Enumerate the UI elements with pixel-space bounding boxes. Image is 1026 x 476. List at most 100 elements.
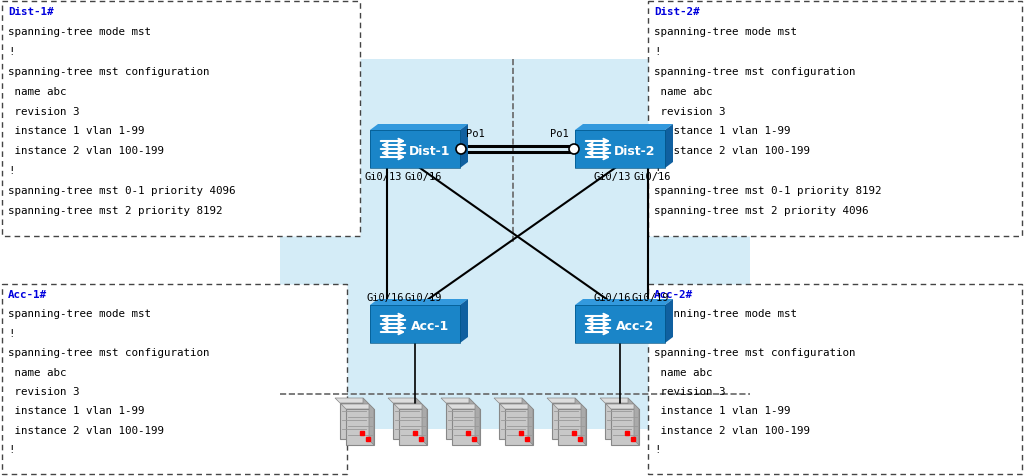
Text: !: !	[8, 328, 14, 338]
FancyBboxPatch shape	[505, 409, 532, 445]
Text: revision 3: revision 3	[654, 106, 725, 116]
Text: !: !	[654, 166, 661, 176]
Polygon shape	[370, 299, 468, 306]
Text: Gi0/19: Gi0/19	[404, 292, 442, 302]
Text: Dist-2: Dist-2	[615, 145, 656, 158]
Text: instance 1 vlan 1-99: instance 1 vlan 1-99	[654, 406, 790, 416]
Polygon shape	[665, 125, 673, 169]
Text: Gi0/19: Gi0/19	[631, 292, 669, 302]
Polygon shape	[370, 125, 468, 131]
Text: spanning-tree mst 2 priority 4096: spanning-tree mst 2 priority 4096	[654, 206, 868, 216]
Text: Dist-1: Dist-1	[409, 145, 450, 158]
Polygon shape	[500, 404, 532, 409]
Text: revision 3: revision 3	[8, 106, 79, 116]
Text: instance 2 vlan 100-199: instance 2 vlan 100-199	[654, 425, 810, 435]
Text: !: !	[8, 166, 14, 176]
FancyBboxPatch shape	[393, 403, 421, 439]
Text: Gi0/16: Gi0/16	[593, 292, 631, 302]
Polygon shape	[341, 404, 374, 409]
Text: name abc: name abc	[8, 87, 67, 97]
Text: spanning-tree mode mst: spanning-tree mode mst	[654, 309, 797, 319]
Text: spanning-tree mst 0-1 priority 8192: spanning-tree mst 0-1 priority 8192	[654, 186, 881, 196]
Text: Po1: Po1	[550, 129, 569, 139]
Polygon shape	[363, 398, 368, 439]
Text: spanning-tree mode mst: spanning-tree mode mst	[8, 309, 151, 319]
Polygon shape	[336, 398, 368, 403]
Text: name abc: name abc	[654, 87, 712, 97]
Text: Gi0/13: Gi0/13	[593, 172, 631, 182]
Polygon shape	[388, 398, 421, 403]
FancyBboxPatch shape	[2, 2, 360, 237]
Text: !: !	[8, 47, 14, 57]
FancyBboxPatch shape	[446, 403, 474, 439]
Text: Gi0/16: Gi0/16	[404, 172, 442, 182]
Polygon shape	[634, 404, 639, 445]
Text: spanning-tree mode mst: spanning-tree mode mst	[8, 27, 151, 37]
Text: Acc-1: Acc-1	[410, 320, 449, 333]
FancyBboxPatch shape	[399, 409, 427, 445]
Text: Dist-2#: Dist-2#	[654, 7, 700, 17]
Text: spanning-tree mst configuration: spanning-tree mst configuration	[8, 67, 209, 77]
Polygon shape	[547, 398, 580, 403]
FancyBboxPatch shape	[558, 409, 586, 445]
Polygon shape	[416, 398, 421, 439]
Text: spanning-tree mst configuration: spanning-tree mst configuration	[654, 67, 856, 77]
FancyBboxPatch shape	[605, 403, 633, 439]
Text: Acc-1#: Acc-1#	[8, 289, 47, 299]
FancyBboxPatch shape	[552, 403, 580, 439]
Polygon shape	[528, 404, 532, 445]
Text: !: !	[654, 47, 661, 57]
Polygon shape	[665, 299, 673, 343]
Text: spanning-tree mst configuration: spanning-tree mst configuration	[654, 347, 856, 357]
Polygon shape	[369, 404, 374, 445]
Circle shape	[456, 145, 466, 155]
Polygon shape	[575, 299, 673, 306]
FancyBboxPatch shape	[575, 131, 665, 169]
Polygon shape	[575, 398, 580, 439]
Text: !: !	[8, 444, 14, 454]
Text: instance 2 vlan 100-199: instance 2 vlan 100-199	[654, 146, 810, 156]
Text: !: !	[654, 444, 661, 454]
Polygon shape	[628, 398, 633, 439]
Text: Acc-2#: Acc-2#	[654, 289, 693, 299]
Polygon shape	[394, 404, 427, 409]
Text: instance 2 vlan 100-199: instance 2 vlan 100-199	[8, 146, 164, 156]
Polygon shape	[494, 398, 527, 403]
FancyBboxPatch shape	[370, 131, 460, 169]
FancyBboxPatch shape	[2, 284, 347, 474]
Polygon shape	[422, 404, 427, 445]
Polygon shape	[469, 398, 474, 439]
Polygon shape	[600, 398, 633, 403]
Polygon shape	[447, 404, 480, 409]
Text: Dist-1#: Dist-1#	[8, 7, 53, 17]
Polygon shape	[460, 299, 468, 343]
Text: spanning-tree mode mst: spanning-tree mode mst	[654, 27, 797, 37]
FancyBboxPatch shape	[346, 409, 374, 445]
Circle shape	[569, 145, 579, 155]
Text: Gi0/16: Gi0/16	[633, 172, 671, 182]
Text: name abc: name abc	[654, 367, 712, 377]
FancyBboxPatch shape	[340, 403, 368, 439]
FancyBboxPatch shape	[611, 409, 639, 445]
Text: Gi0/16: Gi0/16	[366, 292, 404, 302]
Text: spanning-tree mst 2 priority 8192: spanning-tree mst 2 priority 8192	[8, 206, 223, 216]
Polygon shape	[460, 125, 468, 169]
Text: instance 2 vlan 100-199: instance 2 vlan 100-199	[8, 425, 164, 435]
Polygon shape	[575, 125, 673, 131]
FancyBboxPatch shape	[648, 284, 1022, 474]
FancyBboxPatch shape	[575, 306, 665, 343]
Text: name abc: name abc	[8, 367, 67, 377]
Polygon shape	[475, 404, 480, 445]
Polygon shape	[581, 404, 586, 445]
FancyBboxPatch shape	[499, 403, 527, 439]
Polygon shape	[553, 404, 586, 409]
FancyBboxPatch shape	[452, 409, 480, 445]
Polygon shape	[522, 398, 527, 439]
Polygon shape	[441, 398, 474, 403]
Text: instance 1 vlan 1-99: instance 1 vlan 1-99	[654, 126, 790, 136]
Text: Gi0/13: Gi0/13	[364, 172, 402, 182]
Text: Acc-2: Acc-2	[616, 320, 655, 333]
Polygon shape	[606, 404, 639, 409]
Text: spanning-tree mst 0-1 priority 4096: spanning-tree mst 0-1 priority 4096	[8, 186, 236, 196]
Text: !: !	[654, 328, 661, 338]
